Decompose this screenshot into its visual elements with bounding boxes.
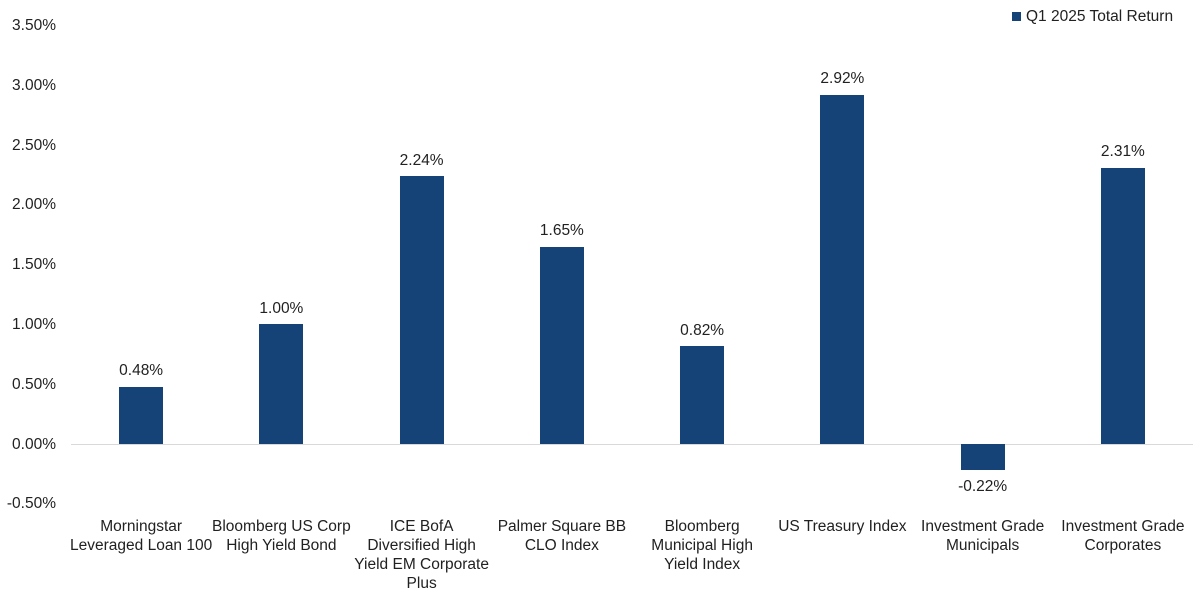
x-axis-category-label-line: Bloomberg US Corp — [212, 518, 351, 535]
bar — [119, 386, 164, 444]
x-axis-category-label: Palmer Square BB CLO Index — [472, 517, 652, 555]
x-axis-category-label-line: Investment Grade — [1061, 518, 1185, 535]
x-axis-category-label-line: Palmer Square BB — [497, 518, 627, 535]
x-axis-category-label-line: Leveraged Loan 100 — [70, 537, 213, 554]
y-axis-tick-label: -0.50% — [6, 495, 56, 513]
bar — [820, 94, 865, 444]
x-axis-category-label-line: ICE BofA — [389, 518, 454, 535]
y-axis-tick-label: 3.50% — [12, 16, 56, 34]
bar-value-label: 1.00% — [259, 300, 304, 317]
x-axis-category-label: Bloomberg US Corp High Yield Bond — [191, 517, 371, 555]
x-axis-category-label: Bloomberg Municipal High Yield Index — [612, 517, 792, 574]
bar-value-label: 2.24% — [399, 151, 444, 169]
y-axis-tick-label: 0.00% — [12, 435, 56, 453]
x-axis-category-label-line: Municipals — [946, 537, 1020, 554]
bar — [960, 444, 1005, 471]
x-axis-category-label: Morningstar Leveraged Loan 100 — [51, 517, 231, 555]
bar-value-label: 2.92% — [820, 70, 865, 88]
x-axis-category-label-line: Bloomberg — [664, 518, 740, 535]
y-axis-tick-label: 0.50% — [12, 375, 56, 393]
bar — [1100, 167, 1145, 444]
y-axis-tick-label: 2.50% — [12, 136, 56, 154]
x-axis-category-label-line: CLO Index — [524, 537, 599, 554]
y-axis-tick-label: 2.00% — [12, 196, 56, 214]
legend: Q1 2025 Total Return — [1012, 7, 1173, 26]
bar-value-label: 2.31% — [1100, 143, 1145, 161]
x-axis-category-label-line: Yield Index — [664, 556, 741, 573]
legend-label: Q1 2025 Total Return — [1026, 8, 1174, 25]
legend-marker-square-icon — [1012, 12, 1021, 21]
bar-value-label: 0.82% — [680, 321, 725, 339]
y-axis-tick-label: 1.00% — [12, 315, 56, 333]
x-axis-category-label-line: Municipal High — [651, 537, 753, 554]
x-axis-category-label-line: Morningstar — [100, 518, 183, 535]
bar-value-label: 1.65% — [539, 222, 584, 240]
x-axis-category-label-line: Investment Grade — [921, 518, 1045, 535]
y-axis-tick-label: 1.50% — [12, 256, 56, 274]
x-axis-category-label: Investment Grade Municipals — [893, 517, 1073, 555]
x-axis-category-label: Investment Grade Corporates — [1033, 517, 1200, 555]
x-axis-line — [71, 444, 1193, 445]
x-axis-category-label-line: Diversified High — [367, 537, 476, 554]
bar — [259, 324, 304, 444]
x-axis-category-label-line: High Yield Bond — [226, 537, 337, 554]
bar — [399, 176, 444, 444]
x-axis-category-label-line: Corporates — [1084, 537, 1162, 554]
bar — [680, 345, 725, 444]
y-axis-tick-label: 3.00% — [12, 76, 56, 94]
x-axis-category-label-line: Plus — [406, 575, 437, 592]
x-axis-category-label-line: Yield EM Corporate — [354, 556, 489, 573]
x-axis-category-label: ICE BofA Diversified High Yield EM Corpora… — [332, 517, 512, 593]
bar-value-label: -0.22% — [958, 478, 1008, 496]
x-axis-category-label-line: US Treasury Index — [778, 518, 907, 535]
x-axis-category-label: US Treasury Index — [752, 517, 932, 536]
bar-value-label: 0.48% — [119, 362, 164, 380]
bar — [539, 246, 584, 444]
